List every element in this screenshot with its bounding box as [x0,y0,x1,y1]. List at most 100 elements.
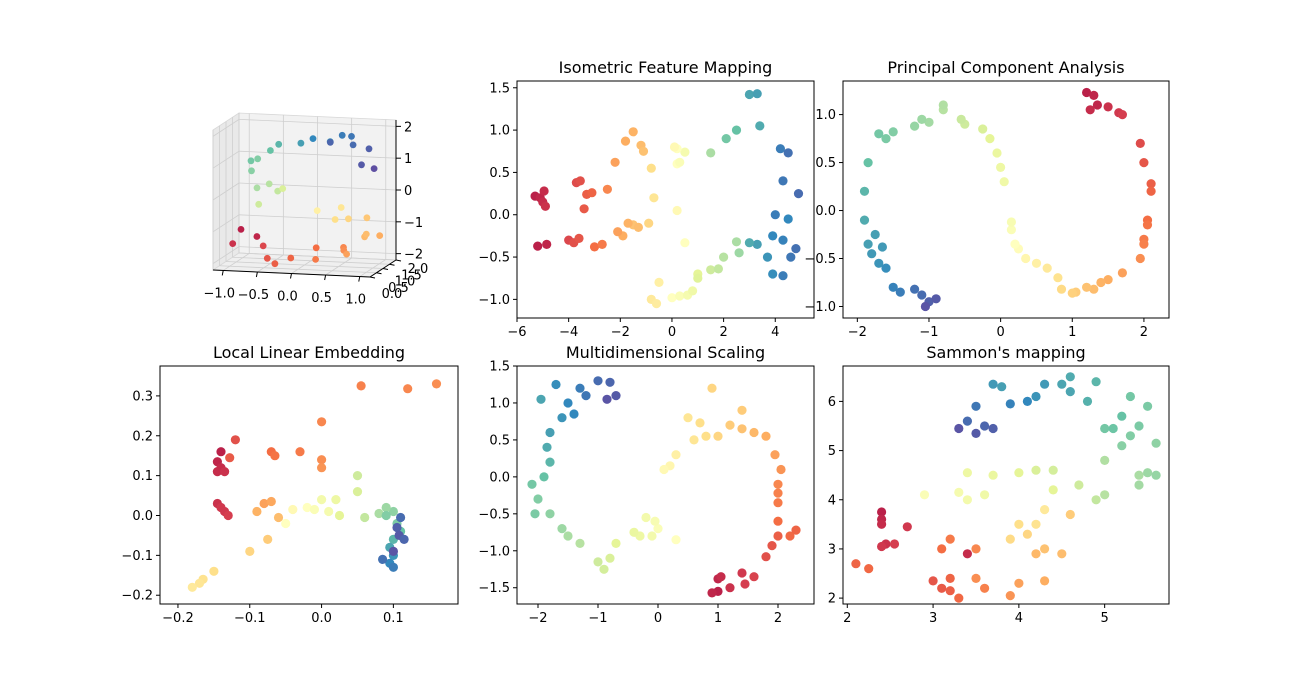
scatter-point [223,510,233,521]
scatter-point [773,479,783,489]
grid-line [238,150,397,159]
scatter-point [649,193,659,203]
scatter-point [971,544,981,554]
scatter-point [706,148,716,158]
scatter-point [877,507,887,517]
scatter-point [295,447,305,457]
scatter-point [877,541,887,552]
scatter-point [1022,396,1032,406]
scatter-point [297,139,305,147]
scatter-point [1005,399,1015,409]
scatter-point [1108,423,1118,434]
scatter-point [773,531,783,541]
scatter-point [263,534,273,545]
scatter-point [1100,455,1110,465]
iso-axes-frame [516,80,815,319]
scatter-point [1143,401,1153,411]
isomap-plot: −6 −4 −2 0 2 4 −1.0 −0.5 0.0 0.5 1.0 1.5 Isometric F… [478,58,815,340]
scatter-point [579,204,589,214]
scatter-point [563,531,573,541]
scatter-point [216,447,226,457]
scatter-point [954,487,964,497]
scatter-point [545,457,555,467]
grid-line [238,182,397,191]
scatter-point [1065,372,1075,382]
y-tick-label: 0.3 [132,389,153,404]
scatter-point [331,495,341,505]
x-tick-label: −1.0 [203,286,235,301]
scatter-point [275,140,283,148]
scatter-point [358,161,365,169]
scatter-point [971,428,981,438]
scatter-point [352,471,363,481]
scatter-point [349,141,357,149]
scatter-point [593,557,603,567]
scatter-point [1103,275,1113,285]
scatter-point [874,258,884,268]
scatter-point [672,205,682,216]
scatter-point [587,188,597,198]
scatter-point [396,512,406,523]
x-tick-label: 3 [929,611,937,626]
x-tick-label: 4 [771,325,779,340]
scatter-point [388,562,398,572]
scatter-point [667,293,677,303]
scatter-point [602,184,613,194]
scatter-point [719,252,729,262]
x-tick-mark [255,271,258,278]
scatter-point [1096,277,1106,288]
scatter-point [971,573,981,584]
lle-axes-frame [159,365,459,605]
y-tick-label: −1.0 [478,293,510,308]
scatter-point [996,162,1006,172]
y-tick-mark [395,259,402,262]
z-tick-label: 0 [404,184,412,199]
scatter-point [659,464,669,475]
scatter-point [988,423,998,434]
scatter-point [863,239,873,249]
scatter-point [731,237,742,247]
scatter-point [646,163,656,173]
scatter-point [1040,576,1050,586]
scatter-point [399,534,409,545]
scatter-point [1006,225,1017,235]
scatter-point [575,538,585,549]
scatter-point [701,431,711,441]
scatter-point [1005,591,1015,601]
scatter-point [343,250,350,258]
scatter-point [653,524,663,534]
scatter-point [761,552,771,562]
scatter-point [770,450,780,460]
scatter-point [954,423,964,434]
scatter-point [931,294,941,304]
scatter-point [962,549,973,559]
y-tick-label: 0.0 [815,204,836,219]
scatter-point [773,516,783,526]
scatter-point [752,89,762,99]
y-tick-label: 0.0 [132,509,153,524]
scatter-point [309,135,317,143]
scatter-point [870,229,880,240]
scatter-point [978,124,988,134]
scatter-point [725,583,735,593]
scatter-point [1021,253,1031,264]
scatter-point [1005,534,1015,544]
scatter-point [338,131,346,139]
scatter-point [888,282,898,292]
scatter-point [1100,490,1110,500]
iso-title: Isometric Feature Mapping [559,58,773,77]
grid-line [225,261,384,269]
scatter-point [1082,282,1092,292]
scatter-point [888,127,898,137]
scatter-point [744,238,755,248]
scatter-point [376,232,384,240]
grid-line [212,246,240,264]
scatter-point [613,227,623,237]
scatter-point [793,189,804,199]
scatter-point [279,185,287,193]
scatter-point [1031,258,1042,268]
x-tick-label: −2 [611,325,630,340]
scatter-point [1117,110,1127,120]
scatter-point [680,147,690,157]
scatter-point [1067,288,1077,298]
